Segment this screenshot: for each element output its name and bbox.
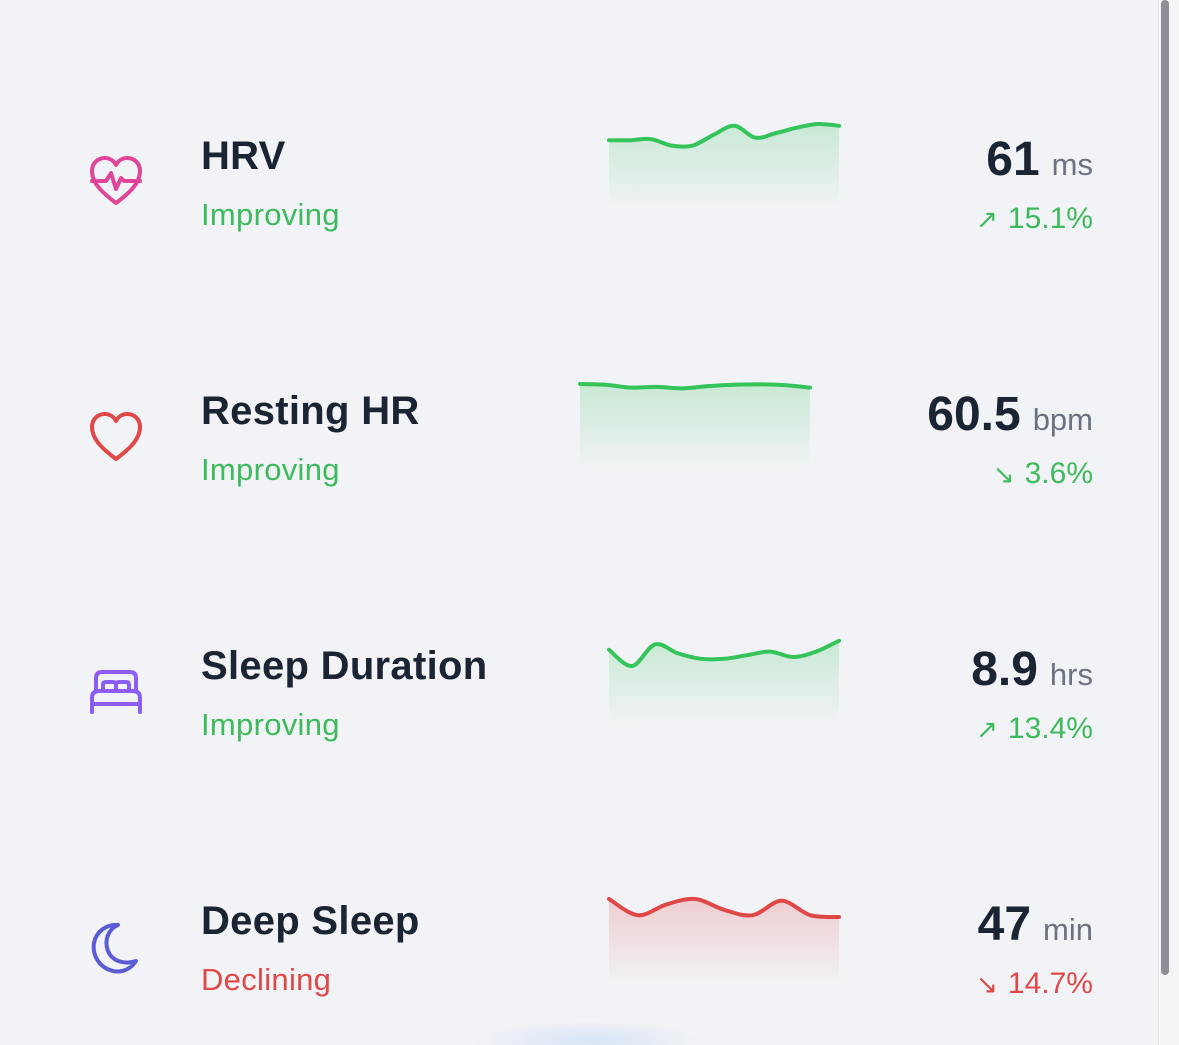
sparkline-chart <box>607 120 841 210</box>
metric-row-sleep-duration[interactable]: Sleep Duration Improving 8.9 hrs ↗ 13.4% <box>0 510 1158 765</box>
metric-value: 8.9 <box>971 643 1038 696</box>
metric-status: Improving <box>201 452 340 487</box>
metric-status: Declining <box>201 962 332 997</box>
metric-change: ↗ 15.1% <box>976 202 1093 236</box>
metric-row-resting-hr[interactable]: Resting HR Improving 60.5 bpm ↘ 3.6% <box>0 255 1158 510</box>
metric-change-value: 13.4% <box>1007 712 1093 745</box>
metric-unit: hrs <box>1049 657 1093 692</box>
bed-icon <box>84 660 148 724</box>
metric-name: Resting HR <box>201 389 420 433</box>
sparkline-chart <box>607 635 841 725</box>
arrow-down-right-icon: ↘ <box>976 969 998 999</box>
sparkline-area <box>580 384 810 470</box>
sparkline-svg <box>607 121 841 210</box>
metric-value-line: 61 ms <box>986 132 1093 187</box>
sparkline-chart <box>578 380 812 470</box>
heart-icon <box>84 405 148 469</box>
sparkline-area <box>609 640 839 725</box>
metric-change: ↘ 3.6% <box>993 457 1093 491</box>
metric-name: HRV <box>201 134 286 178</box>
metric-value: 61 <box>986 133 1040 186</box>
metric-unit: min <box>1043 912 1093 947</box>
sparkline-svg <box>607 896 841 985</box>
metric-value-line: 47 min <box>978 897 1093 952</box>
sparkline-area <box>609 123 839 210</box>
metric-unit: ms <box>1051 147 1093 182</box>
arrow-up-right-icon: ↗ <box>976 714 998 744</box>
metric-name: Sleep Duration <box>201 644 488 688</box>
metric-name: Deep Sleep <box>201 899 420 943</box>
sparkline-area <box>609 898 839 985</box>
arrow-up-right-icon: ↗ <box>976 204 998 234</box>
bottom-glow <box>470 1020 710 1045</box>
sparkline-svg <box>607 638 841 725</box>
metric-status: Improving <box>201 197 340 232</box>
sparkline-chart <box>607 895 841 985</box>
moon-icon <box>84 915 148 979</box>
metric-change-value: 15.1% <box>1007 202 1093 235</box>
sparkline-svg <box>578 382 812 470</box>
metric-status: Improving <box>201 707 340 742</box>
metric-change: ↗ 13.4% <box>976 712 1093 746</box>
metric-row-hrv[interactable]: HRV Improving 61 ms ↗ 15.1% <box>0 0 1158 255</box>
metric-change-value: 14.7% <box>1007 967 1093 1000</box>
metric-change: ↘ 14.7% <box>976 967 1093 1001</box>
sparkline-line <box>607 896 841 920</box>
metric-row-deep-sleep[interactable]: Deep Sleep Declining 47 min ↘ 14.7% <box>0 765 1158 1020</box>
arrow-down-right-icon: ↘ <box>992 459 1015 489</box>
sparkline-line <box>607 121 841 149</box>
metric-unit: bpm <box>1032 402 1093 437</box>
sparkline-line <box>578 382 812 391</box>
scrollbar-thumb[interactable] <box>1161 0 1169 975</box>
metric-value-line: 8.9 hrs <box>971 642 1093 697</box>
metric-value: 60.5 <box>927 388 1021 441</box>
heart-pulse-icon <box>84 149 148 213</box>
metric-value-line: 60.5 bpm <box>927 387 1093 442</box>
metric-change-value: 3.6% <box>1024 457 1093 490</box>
sparkline-line <box>607 638 841 668</box>
metric-value: 47 <box>977 898 1032 951</box>
